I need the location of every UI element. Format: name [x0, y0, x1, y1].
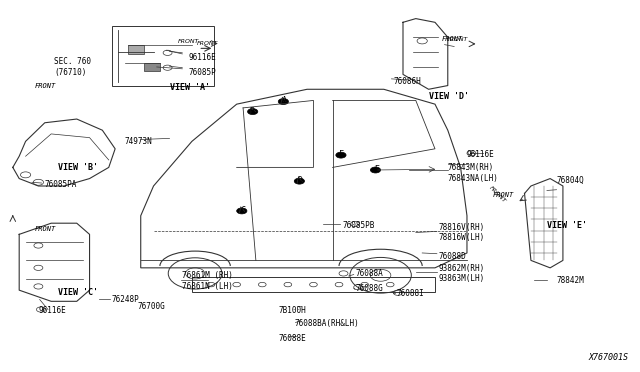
Text: 74973N: 74973N: [125, 137, 152, 146]
Bar: [112, 26, 214, 86]
Text: FRONT: FRONT: [442, 36, 463, 42]
Circle shape: [336, 152, 346, 158]
Text: 76088G: 76088G: [355, 284, 383, 293]
Text: 78816V(RH)
78816W(LH): 78816V(RH) 78816W(LH): [438, 223, 484, 242]
Text: VIEW 'C': VIEW 'C': [58, 288, 97, 296]
Text: 76804Q: 76804Q: [557, 176, 584, 185]
Text: 78842M: 78842M: [557, 276, 584, 285]
Text: VIEW 'A': VIEW 'A': [170, 83, 209, 92]
Text: A: A: [282, 96, 287, 105]
Text: 76085PB: 76085PB: [342, 221, 374, 230]
Text: FRONT: FRONT: [35, 83, 56, 89]
Text: VIEW 'E': VIEW 'E': [547, 221, 587, 230]
Circle shape: [278, 99, 289, 105]
Text: D: D: [298, 176, 303, 185]
Text: 7B100H: 7B100H: [278, 306, 306, 315]
Text: 76088D: 76088D: [438, 252, 466, 261]
Circle shape: [371, 167, 381, 173]
Text: FRONT: FRONT: [178, 39, 200, 44]
Text: VIEW 'D': VIEW 'D': [429, 92, 468, 101]
Text: 76700G: 76700G: [138, 302, 165, 311]
Text: 76861M (RH)
76861N (LH): 76861M (RH) 76861N (LH): [182, 271, 233, 291]
Text: VIEW 'B': VIEW 'B': [58, 163, 97, 172]
Circle shape: [248, 109, 258, 115]
Text: 96116E: 96116E: [38, 306, 66, 315]
Text: 96116E: 96116E: [189, 53, 216, 62]
Text: 93862M(RH)
93863M(LH): 93862M(RH) 93863M(LH): [438, 264, 484, 283]
Text: FRONT: FRONT: [447, 37, 468, 42]
Text: 76088I: 76088I: [397, 289, 424, 298]
Text: C: C: [240, 206, 245, 215]
Text: X767001S: X767001S: [589, 353, 628, 362]
Bar: [192, 277, 435, 292]
Text: 76088BA(RH&LH): 76088BA(RH&LH): [294, 319, 359, 328]
Text: 76088A: 76088A: [355, 269, 383, 278]
Text: 76086H: 76086H: [394, 77, 421, 86]
Text: 96116E: 96116E: [467, 150, 495, 159]
Bar: [144, 63, 160, 71]
Circle shape: [237, 208, 247, 214]
Bar: [128, 45, 144, 54]
Text: FRONT: FRONT: [35, 226, 56, 232]
Text: FRONT: FRONT: [493, 192, 514, 198]
Text: B: B: [250, 107, 255, 116]
Text: SEC. 760
(76710): SEC. 760 (76710): [54, 57, 92, 77]
Text: 76088E: 76088E: [278, 334, 306, 343]
Text: 76843M(RH)
76843NA(LH): 76843M(RH) 76843NA(LH): [448, 163, 499, 183]
Text: 76248P: 76248P: [112, 295, 140, 304]
Circle shape: [294, 178, 305, 184]
Text: E: E: [374, 165, 380, 174]
Text: FRONT: FRONT: [196, 41, 218, 46]
Text: FRONT: FRONT: [488, 186, 507, 204]
Text: F: F: [339, 150, 344, 159]
Text: 76085PA: 76085PA: [45, 180, 77, 189]
Text: 76085P: 76085P: [189, 68, 216, 77]
